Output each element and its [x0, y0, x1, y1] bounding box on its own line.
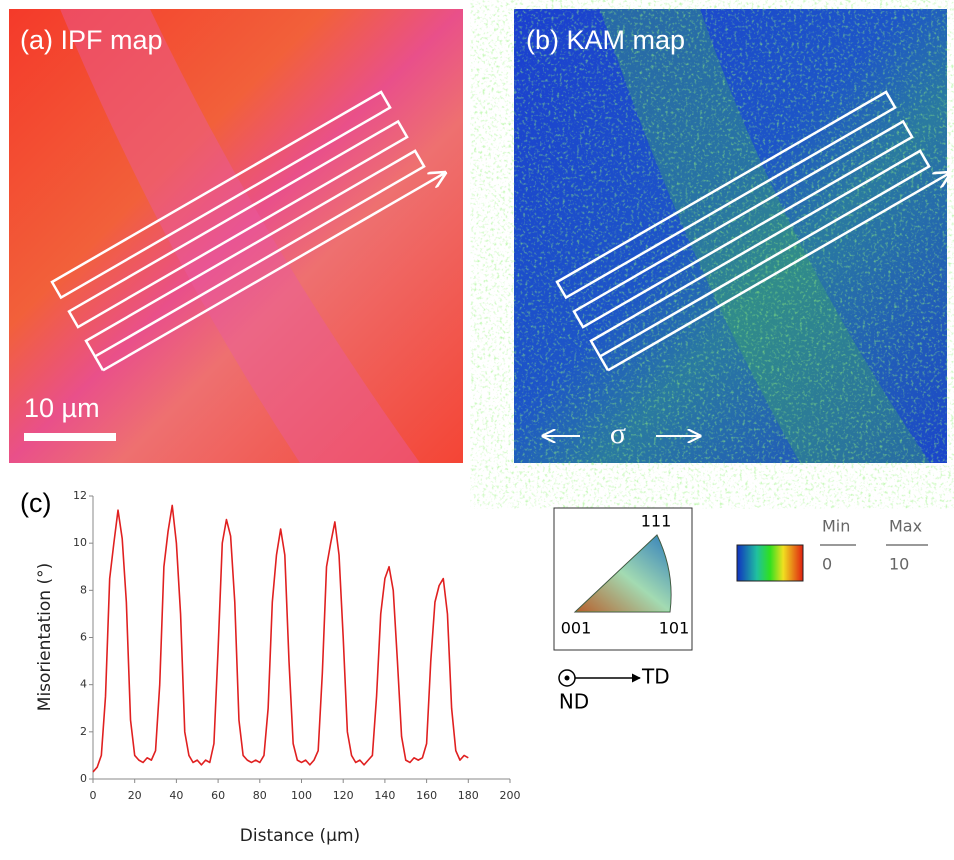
td-label: TD	[641, 665, 670, 689]
ipf-corner: 101	[659, 619, 690, 638]
y-tick-label: 12	[73, 489, 87, 502]
legend-text: 0	[822, 555, 832, 574]
legend-text: Max	[889, 517, 922, 536]
data-line	[92, 504, 469, 773]
y-tick-label: 0	[80, 772, 87, 785]
x-tick-label: 0	[90, 789, 97, 802]
x-tick-label: 80	[253, 789, 267, 802]
x-tick-label: 120	[333, 789, 354, 802]
y-tick-label: 2	[80, 725, 87, 738]
ipf-map: (a) IPF map 10 µm	[9, 9, 463, 463]
nd-label: ND	[559, 690, 589, 714]
y-tick-label: 10	[73, 536, 87, 549]
y-tick-label: 6	[80, 631, 87, 644]
x-tick-label: 60	[211, 789, 225, 802]
x-tick-label: 180	[458, 789, 479, 802]
scale-bar-label: 10 µm	[24, 393, 100, 423]
ipf-corner: 001	[561, 619, 592, 638]
scale-bar	[24, 433, 116, 441]
stress-label: σ	[610, 417, 626, 450]
y-tick-label: 8	[80, 583, 87, 596]
x-tick-label: 40	[169, 789, 183, 802]
x-tick-label: 20	[128, 789, 142, 802]
panel-label: (a) IPF map	[20, 25, 163, 55]
x-tick-label: 160	[416, 789, 437, 802]
panel-label: (b) KAM map	[526, 25, 685, 55]
kam-map: (b) KAM map σ	[514, 9, 950, 463]
ipf-corner: 111	[641, 512, 672, 531]
x-tick-label: 140	[374, 789, 395, 802]
y-axis-title: Misorientation (°)	[35, 563, 55, 711]
kam-legend: Min 0 Max 10	[736, 517, 928, 582]
panel-label: (c)	[20, 488, 51, 518]
legend-text: Min	[822, 517, 850, 536]
axes-legend: TD ND	[558, 665, 670, 714]
x-tick-label: 100	[291, 789, 312, 802]
x-tick-label: 200	[500, 789, 521, 802]
x-axis-title: Distance (µm)	[240, 826, 360, 846]
line-chart: Distance (µm) Misorientation (°) 0 20 40 60…	[35, 489, 521, 846]
ipf-legend: 111 001 101	[553, 507, 693, 651]
legend-text: 10	[889, 555, 909, 574]
y-tick-label: 4	[80, 678, 87, 691]
